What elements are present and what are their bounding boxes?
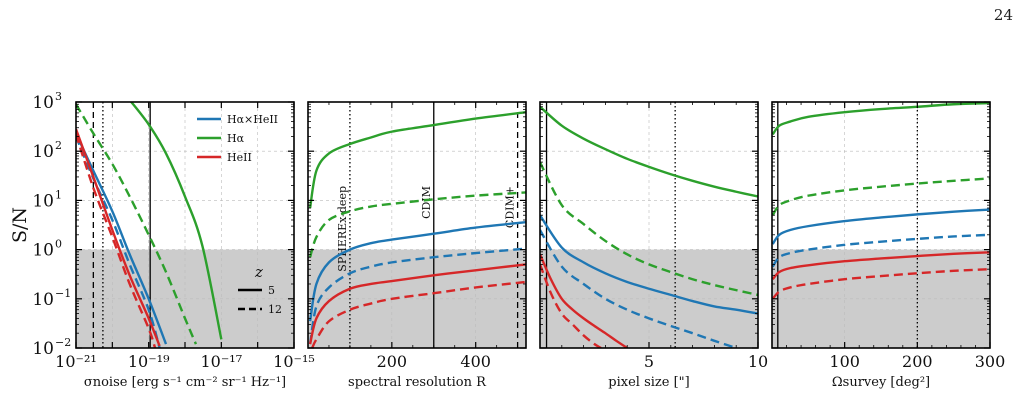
x-tick-label: 10: [748, 352, 768, 371]
x-tick-label: 300: [975, 352, 1006, 371]
series-line: [308, 191, 526, 258]
y-tick-exponent: 2: [55, 139, 62, 152]
axes-frame: [307, 101, 527, 349]
series-line: [772, 267, 990, 300]
series-line: [772, 208, 990, 245]
series-line: [76, 132, 168, 345]
z-legend-title: z: [254, 263, 263, 281]
series-group: [540, 105, 758, 348]
x-tick-label: 10⁻²¹: [55, 352, 97, 371]
series-line: [76, 133, 157, 348]
x-tick-label: 100: [829, 352, 860, 371]
series-line: [76, 135, 161, 348]
series-line: [540, 214, 758, 315]
series-line: [76, 128, 161, 347]
y-tick-exponent: 0: [55, 238, 62, 251]
series-line: [129, 102, 223, 340]
vline-label: CDIM+: [504, 186, 517, 228]
series-group: [308, 111, 526, 348]
legend: Hα×HeII Hα HeII: [197, 113, 278, 164]
z-legend: z5 12: [238, 263, 282, 316]
x-tick-label: 10⁻¹⁵: [273, 352, 315, 371]
series-line: [76, 103, 198, 345]
z-legend-label: 5: [268, 284, 275, 297]
x-tick-label: 10⁻¹⁹: [128, 352, 170, 371]
x-tick-label: 200: [902, 352, 933, 371]
legend-label: HeII: [227, 151, 252, 164]
y-tick-label: 10: [32, 339, 54, 359]
y-tick-exponent: −2: [55, 336, 71, 349]
series-line: [540, 263, 602, 348]
x-tick-label: 10⁻¹⁷: [201, 352, 243, 371]
y-tick-label: 10: [32, 191, 54, 211]
series-line: [772, 251, 990, 281]
legend-label: Hα: [227, 132, 245, 145]
legend-label: Hα×HeII: [227, 113, 278, 126]
series-line: [540, 229, 737, 348]
y-tick-label: 10: [32, 93, 54, 113]
y-axis-label: S/N: [9, 207, 31, 243]
panel-4: 100 200 300 Ωsurvey [deg²]: [771, 101, 1006, 390]
series-line: [308, 247, 526, 345]
y-tick-label: 10: [32, 241, 54, 261]
y-tick-exponent: 3: [55, 90, 62, 103]
series-line: [772, 233, 990, 268]
vline-label: CDIM: [420, 186, 433, 219]
y-tick-label: 10: [32, 142, 54, 162]
series-line: [308, 263, 526, 345]
x-axis-label: Ωsurvey [deg²]: [832, 375, 930, 390]
x-axis-label: spectral resolution R: [348, 375, 487, 390]
series-line: [540, 253, 628, 348]
z-legend-label: 12: [268, 303, 282, 316]
series-line: [772, 102, 990, 136]
panel-1: 10⁻²¹ 10⁻¹⁹ 10⁻¹⁷ 10⁻¹⁵ σnoise [erg s⁻¹ cm⁻²…: [32, 90, 314, 390]
series-line: [308, 221, 526, 322]
x-tick-label: 400: [460, 352, 491, 371]
y-tick-exponent: −1: [55, 287, 71, 300]
series-line: [540, 161, 758, 297]
page-number: 24: [993, 6, 1013, 24]
axes-frame: [771, 101, 991, 349]
x-tick-label: 5: [644, 352, 654, 371]
x-axis-label: pixel size ["]: [608, 375, 689, 390]
series-group: [76, 102, 223, 348]
panel-3: 5 10 pixel size ["]: [539, 101, 768, 390]
y-tick-label: 10: [32, 290, 54, 310]
panel-2: SPHEREx-deep CDIM CDIM+ 200 400 spectral reso…: [307, 101, 527, 390]
vline-label: SPHEREx-deep: [336, 186, 349, 272]
series-line: [540, 105, 758, 198]
y-tick-exponent: 1: [55, 188, 62, 201]
x-tick-label: 200: [377, 352, 408, 371]
series-line: [311, 280, 526, 348]
x-axis-label: σnoise [erg s⁻¹ cm⁻² sr⁻¹ Hz⁻¹]: [84, 375, 286, 390]
series-line: [308, 111, 526, 209]
series-line: [772, 177, 990, 216]
series-group: [772, 102, 990, 300]
